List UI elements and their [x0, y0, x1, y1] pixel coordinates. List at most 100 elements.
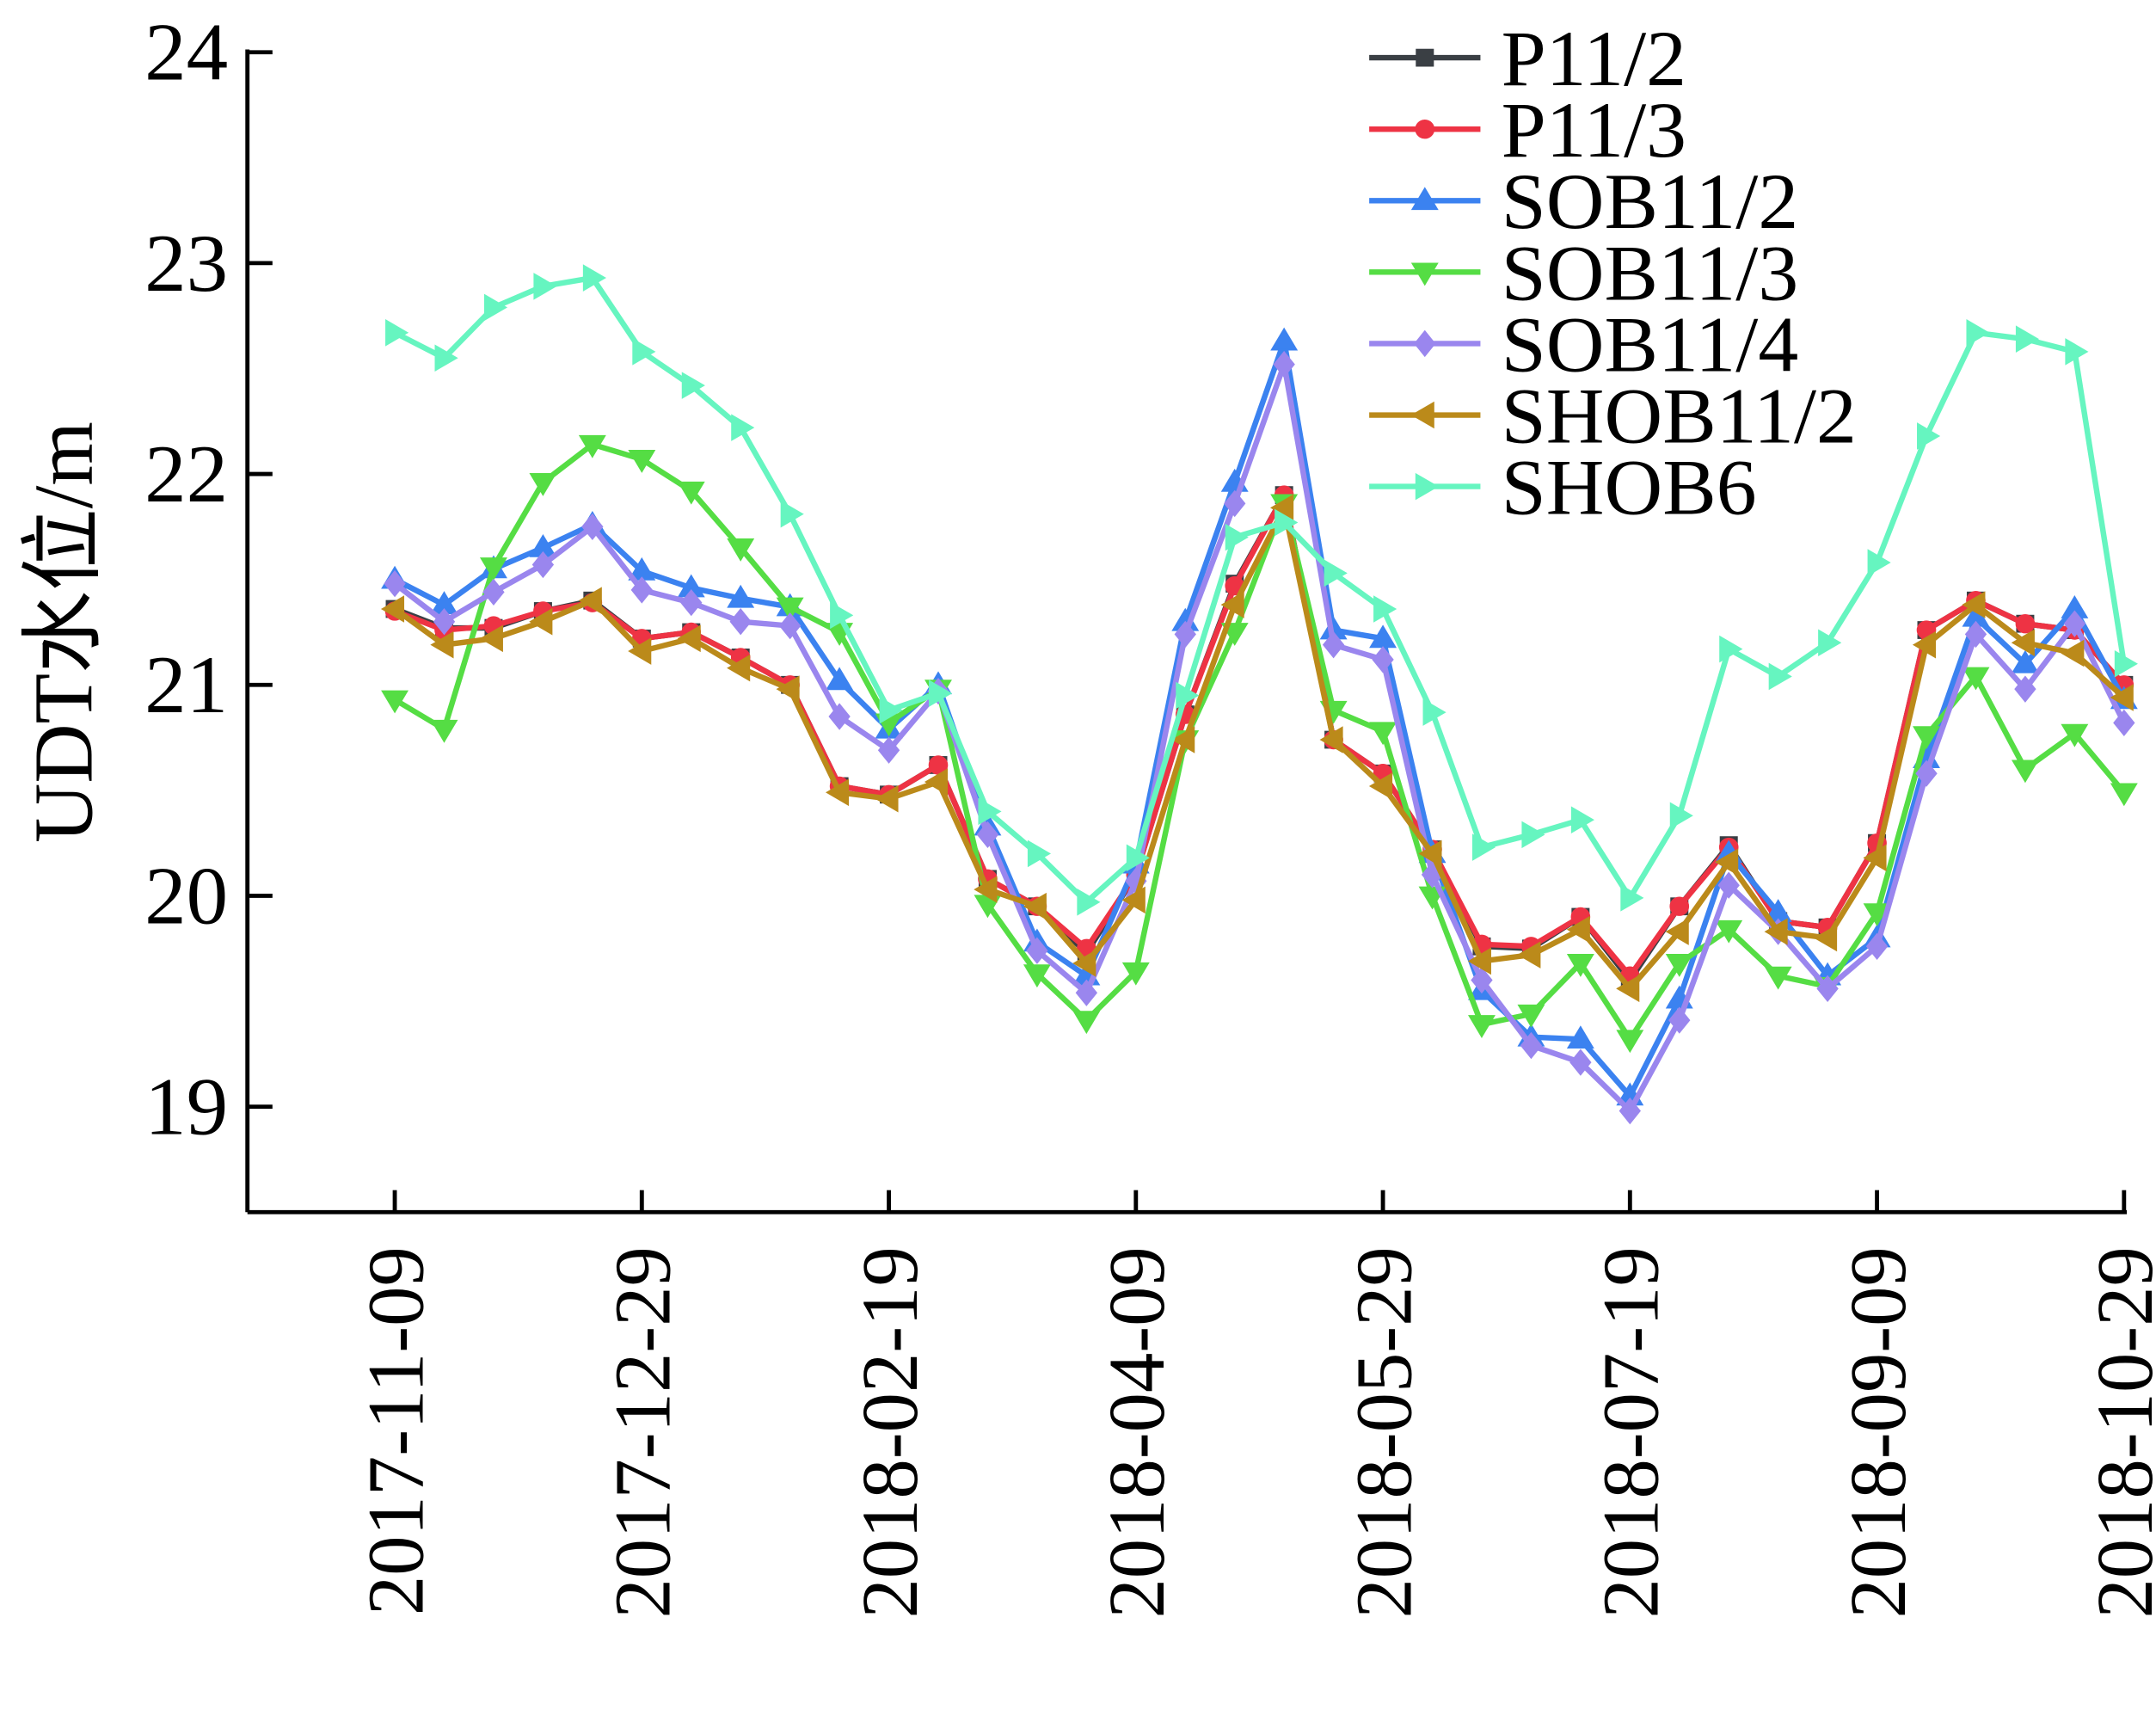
- data-point: [727, 654, 751, 682]
- data-point: [1121, 962, 1150, 986]
- data-point: [1867, 549, 1891, 576]
- data-point: [1176, 681, 1200, 710]
- data-point: [1471, 966, 1493, 994]
- data-point: [2011, 760, 2039, 784]
- series-line: [393, 274, 2128, 905]
- data-point: [825, 778, 850, 807]
- legend-label: P11/3: [1502, 87, 1686, 175]
- data-point: [1962, 667, 1990, 691]
- data-point: [1616, 975, 1640, 1003]
- data-point: [632, 338, 656, 366]
- data-point: [1372, 646, 1394, 673]
- data-point: [2015, 613, 2036, 634]
- data-point: [1126, 844, 1150, 872]
- data-point: [1026, 937, 1048, 964]
- data-point: [1270, 327, 1299, 351]
- data-point: [1669, 896, 1690, 916]
- data-point: [1368, 772, 1393, 800]
- data-point: [1913, 726, 1940, 750]
- data-point: [778, 612, 802, 640]
- data-point: [1373, 595, 1397, 623]
- data-point: [2113, 709, 2135, 737]
- data-point: [879, 696, 903, 724]
- data-point: [2014, 675, 2036, 703]
- data-point: [385, 319, 409, 347]
- data-point: [1422, 698, 1447, 726]
- data-point: [1174, 620, 1196, 649]
- y-tick-label: 22: [144, 428, 228, 520]
- legend-label: P11/2: [1502, 15, 1686, 103]
- data-point: [677, 481, 705, 505]
- data-point: [1566, 954, 1594, 977]
- data-point: [729, 608, 752, 636]
- y-tick-label: 21: [144, 639, 228, 730]
- data-point: [2114, 649, 2138, 678]
- data-point: [727, 538, 755, 562]
- data-point: [974, 876, 998, 903]
- y-axis-label: UDT水位/m: [17, 421, 110, 843]
- data-point: [1966, 319, 1990, 347]
- x-tick-label: 2017-11-09: [352, 1246, 441, 1615]
- data-point: [1964, 620, 1987, 649]
- data-point: [1077, 889, 1101, 916]
- legend-label: SOB11/2: [1502, 158, 1799, 246]
- data-point: [1023, 892, 1047, 920]
- data-point: [529, 473, 557, 496]
- data-point: [628, 637, 652, 665]
- data-point: [1220, 591, 1244, 618]
- data-point: [978, 797, 1002, 826]
- data-point: [1273, 350, 1295, 378]
- legend-marker: [1410, 187, 1439, 211]
- data-point: [1570, 806, 1595, 833]
- data-point: [1275, 508, 1299, 537]
- data-point: [830, 601, 854, 630]
- data-point: [1224, 489, 1246, 518]
- data-point: [2061, 723, 2089, 747]
- data-point: [1471, 833, 1496, 861]
- data-point: [1715, 848, 1739, 876]
- data-point: [1520, 1031, 1543, 1060]
- series-line: [393, 361, 2127, 1114]
- data-point: [630, 576, 653, 604]
- data-point: [1369, 722, 1397, 746]
- data-point: [381, 690, 409, 714]
- data-point: [2061, 639, 2085, 667]
- y-tick-label: 24: [144, 6, 228, 97]
- data-point: [384, 569, 406, 598]
- series-line: [393, 338, 2127, 1099]
- data-point: [380, 595, 405, 623]
- data-point: [1468, 1015, 1496, 1038]
- data-point: [578, 587, 602, 614]
- data-point: [1865, 932, 1889, 960]
- data-point: [628, 450, 656, 473]
- data-point: [727, 584, 755, 608]
- data-point: [533, 273, 557, 300]
- legend-marker: [1410, 262, 1439, 286]
- data-point: [2011, 649, 2039, 673]
- x-tick-label: 2018-09-09: [1834, 1246, 1923, 1618]
- data-point: [1917, 422, 1941, 450]
- data-point: [1665, 954, 1693, 977]
- legend-label: SOB11/3: [1502, 230, 1799, 317]
- data-point: [581, 513, 604, 541]
- data-point: [1075, 979, 1098, 1006]
- legend-marker: [1416, 48, 1434, 67]
- legend-marker: [1415, 120, 1435, 139]
- data-point: [924, 768, 948, 796]
- data-point: [1665, 918, 1689, 945]
- data-point: [483, 293, 508, 322]
- data-point: [776, 675, 800, 703]
- data-point: [2063, 610, 2086, 637]
- data-point: [1171, 726, 1195, 753]
- x-tick-label: 2017-12-29: [599, 1246, 688, 1618]
- data-point: [531, 550, 555, 579]
- data-point: [529, 607, 553, 636]
- data-point: [1467, 947, 1491, 975]
- data-point: [1764, 918, 1788, 945]
- data-point: [1566, 1025, 1594, 1049]
- data-point: [828, 703, 851, 730]
- data-point: [1072, 1011, 1101, 1035]
- data-point: [578, 434, 606, 458]
